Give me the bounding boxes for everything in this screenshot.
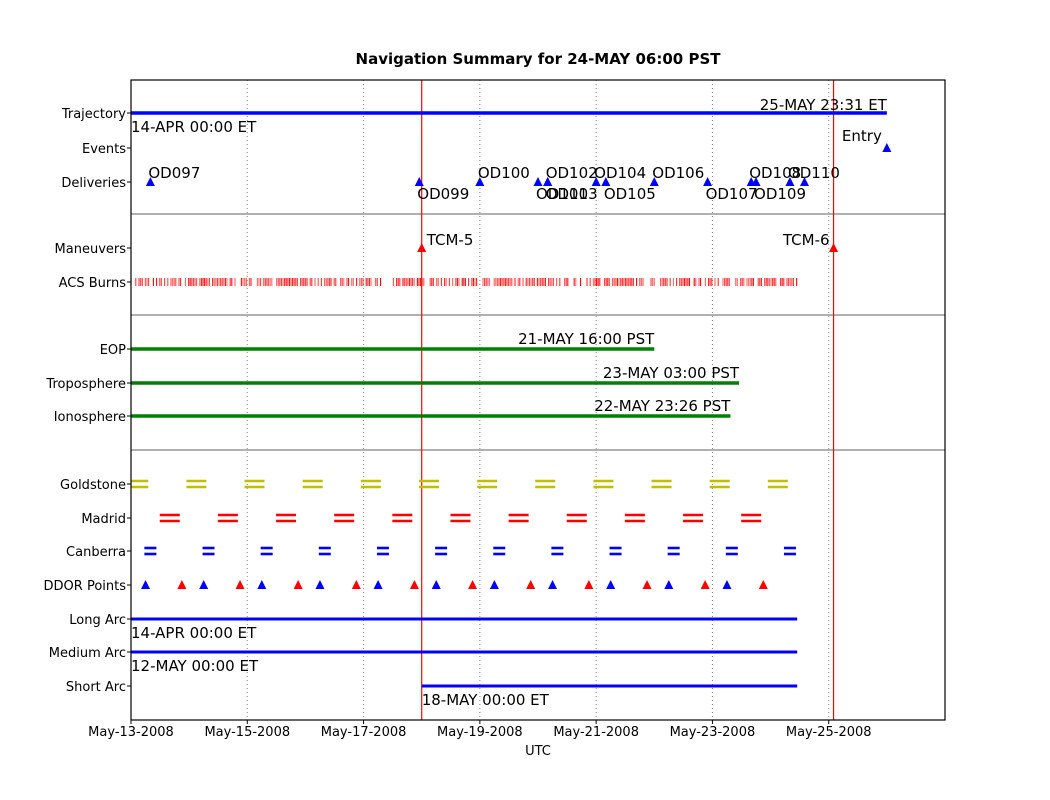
- maneuver-label: TCM-5: [426, 231, 474, 249]
- y-tick-label-madrid: Madrid: [81, 512, 126, 527]
- x-axis-label: UTC: [525, 744, 551, 759]
- ddor-point-marker: [235, 580, 245, 589]
- y-tick-label-short-arc: Short Arc: [66, 680, 126, 695]
- event-marker: [882, 143, 892, 152]
- y-tick-label-deliveries: Deliveries: [61, 176, 126, 191]
- delivery-label: OD110: [788, 164, 840, 182]
- delivery-label: OD106: [652, 164, 704, 182]
- medium-arc-label: 12-MAY 00:00 ET: [131, 657, 259, 675]
- y-tick-label-long-arc: Long Arc: [69, 613, 126, 628]
- chart-title: Navigation Summary for 24-MAY 06:00 PST: [356, 50, 722, 68]
- y-tick-label-events: Events: [82, 142, 126, 157]
- y-tick-label-goldstone: Goldstone: [60, 478, 126, 493]
- delivery-marker: [751, 177, 761, 186]
- ddor-point-marker: [584, 580, 594, 589]
- delivery-label: OD097: [148, 164, 200, 182]
- ddor-point-marker: [489, 580, 499, 589]
- ddor-point-marker: [758, 580, 768, 589]
- ddor-point-marker: [373, 580, 383, 589]
- delivery-marker: [591, 177, 601, 186]
- plot-frame: [130, 79, 946, 721]
- ddor-point-marker: [257, 580, 267, 589]
- y-tick-label-troposphere: Troposphere: [45, 377, 126, 392]
- y-tick-label-eop: EOP: [100, 343, 126, 358]
- ddor-point-marker: [722, 580, 732, 589]
- delivery-marker: [649, 177, 659, 186]
- delivery-marker: [533, 177, 543, 186]
- ddor-point-marker: [293, 580, 303, 589]
- event-label: Entry: [842, 127, 882, 145]
- ddor-point-marker: [700, 580, 710, 589]
- maneuver-label: TCM-6: [782, 231, 830, 249]
- delivery-label: OD107: [706, 185, 758, 203]
- delivery-marker: [543, 177, 553, 186]
- delivery-label: OD103: [546, 185, 598, 203]
- eop-label: 21-MAY 16:00 PST: [518, 330, 655, 348]
- ddor-point-marker: [199, 580, 209, 589]
- delivery-marker: [414, 177, 424, 186]
- ddor-point-marker: [315, 580, 325, 589]
- y-tick-label-trajectory: Trajectory: [61, 107, 126, 122]
- y-tick-label-medium-arc: Medium Arc: [49, 646, 126, 661]
- short-arc-label: 18-MAY 00:00 ET: [422, 691, 550, 709]
- ddor-point-marker: [526, 580, 536, 589]
- trajectory-start-label: 14-APR 00:00 ET: [131, 118, 257, 136]
- ionosphere-label: 22-MAY 23:26 PST: [594, 397, 731, 415]
- delivery-label: OD105: [604, 185, 656, 203]
- delivery-label: OD102: [546, 164, 598, 182]
- maneuver-marker: [829, 243, 839, 252]
- trajectory-end-label: 25-MAY 23:31 ET: [760, 96, 888, 114]
- delivery-label: OD109: [754, 185, 806, 203]
- x-tick-label: May-15-2008: [204, 725, 290, 740]
- y-tick-label-maneuvers: Maneuvers: [55, 242, 127, 257]
- delivery-marker: [785, 177, 795, 186]
- x-tick-label: May-21-2008: [553, 725, 639, 740]
- delivery-label: OD100: [478, 164, 530, 182]
- y-tick-label-acs-burns: ACS Burns: [59, 276, 127, 291]
- y-tick-label-canberra: Canberra: [66, 545, 126, 560]
- ddor-point-marker: [177, 580, 187, 589]
- ddor-point-marker: [606, 580, 616, 589]
- ddor-point-marker: [351, 580, 361, 589]
- delivery-label: OD104: [594, 164, 646, 182]
- x-tick-label: May-25-2008: [786, 725, 872, 740]
- y-tick-label-ddor-points: DDOR Points: [44, 579, 127, 594]
- ddor-point-marker: [468, 580, 478, 589]
- plot-area: 14-APR 00:00 ET 25-MAY 23:31 ET Entry OD097…: [44, 79, 946, 740]
- x-tick-label: May-17-2008: [321, 725, 407, 740]
- maneuver-marker: [417, 243, 427, 252]
- ddor-point-marker: [409, 580, 419, 589]
- x-tick-label: May-19-2008: [437, 725, 523, 740]
- delivery-label: OD108: [749, 164, 801, 182]
- delivery-marker: [475, 177, 485, 186]
- delivery-label: OD101: [536, 185, 588, 203]
- delivery-marker: [799, 177, 809, 186]
- ddor-point-marker: [431, 580, 441, 589]
- y-tick-label-ionosphere: Ionosphere: [54, 410, 126, 425]
- ddor-point-marker: [548, 580, 558, 589]
- troposphere-label: 23-MAY 03:00 PST: [603, 364, 740, 382]
- ddor-point-marker: [141, 580, 151, 589]
- ddor-point-marker: [642, 580, 652, 589]
- delivery-marker: [703, 177, 713, 186]
- long-arc-label: 14-APR 00:00 ET: [131, 624, 257, 642]
- ddor-point-marker: [664, 580, 674, 589]
- delivery-marker: [601, 177, 611, 186]
- x-tick-label: May-13-2008: [88, 725, 174, 740]
- delivery-marker: [145, 177, 155, 186]
- delivery-label: OD099: [417, 185, 469, 203]
- x-tick-label: May-23-2008: [670, 725, 756, 740]
